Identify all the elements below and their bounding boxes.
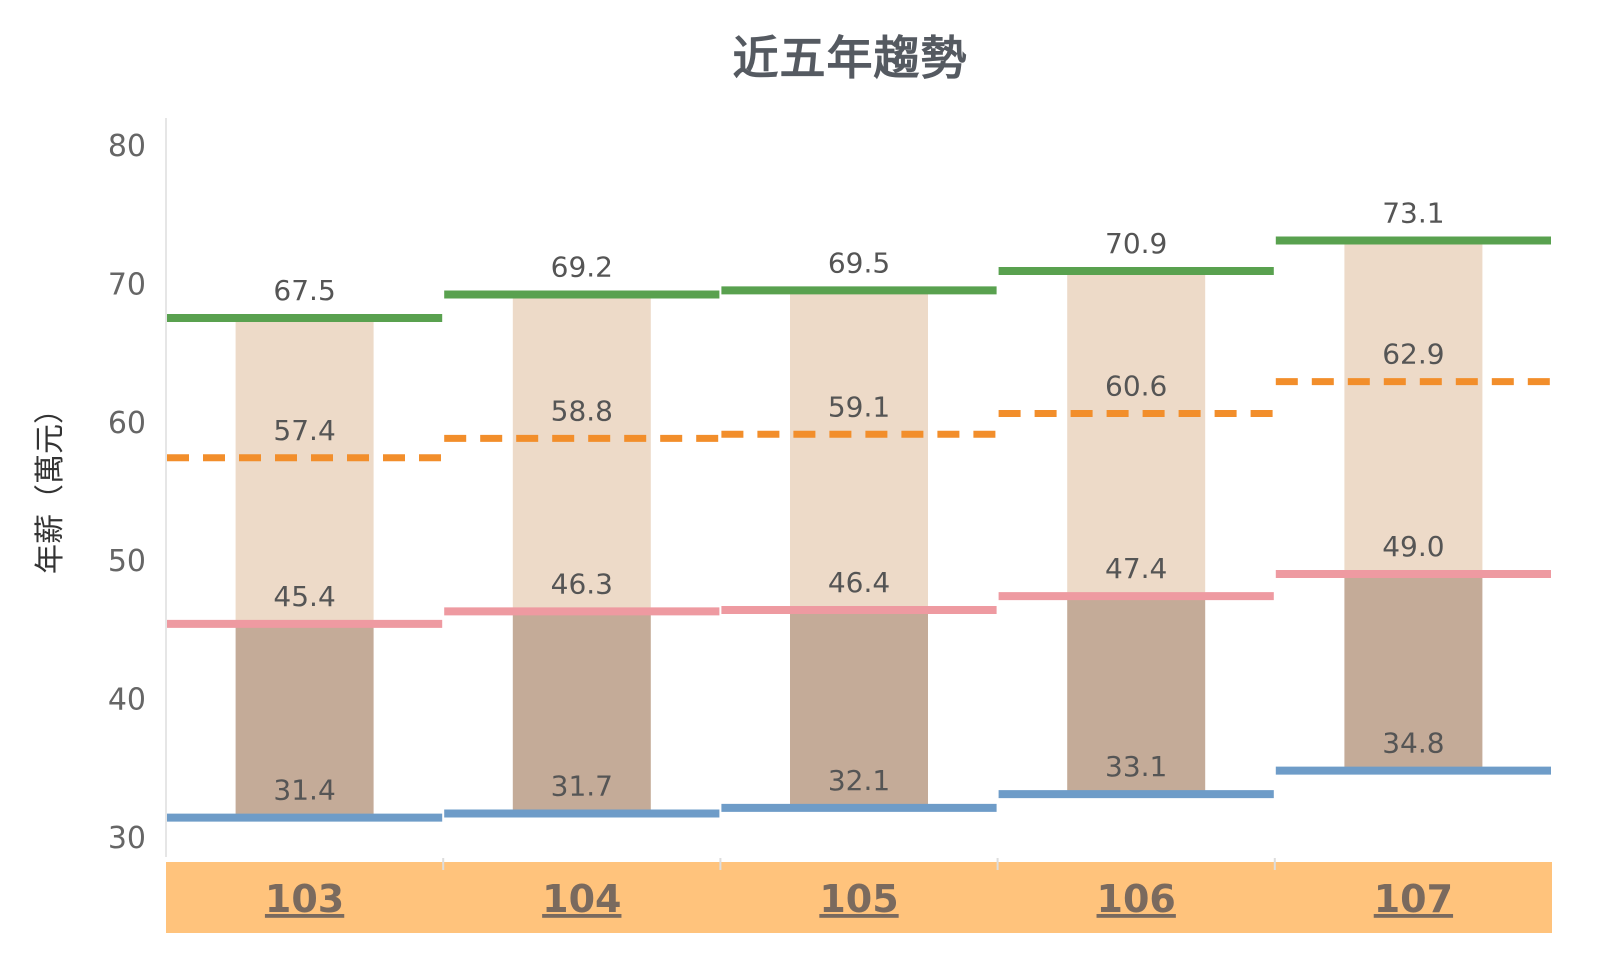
x-category-label: 106 <box>1097 877 1176 921</box>
upper-box <box>1344 240 1483 575</box>
y-tick-label: 30 <box>108 821 146 856</box>
low-value-label: 32.1 <box>828 764 890 797</box>
y-tick-label: 50 <box>108 544 146 579</box>
q1-value-label: 45.4 <box>273 580 335 613</box>
x-category-label: 105 <box>819 877 898 921</box>
q1-value-label: 46.4 <box>828 566 890 599</box>
chart-title: 近五年趨勢 <box>732 31 968 85</box>
upper-box <box>512 294 651 612</box>
low-value-label: 31.7 <box>551 769 613 802</box>
median-value-label: 60.6 <box>1105 369 1167 402</box>
median-value-label: 57.4 <box>273 414 335 447</box>
high-value-label: 67.5 <box>273 274 335 307</box>
low-value-label: 31.4 <box>273 774 335 807</box>
upper-box <box>235 318 374 624</box>
median-value-label: 62.9 <box>1382 338 1444 371</box>
high-value-label: 69.2 <box>551 250 613 283</box>
category-band <box>166 862 1552 933</box>
x-category-label: 107 <box>1374 877 1453 921</box>
median-value-label: 58.8 <box>551 394 613 427</box>
y-tick-label: 60 <box>108 406 146 441</box>
high-value-label: 69.5 <box>828 246 890 279</box>
y-tick-label: 80 <box>108 129 146 164</box>
low-value-label: 34.8 <box>1382 727 1444 760</box>
y-tick-label: 40 <box>108 683 146 718</box>
lower-box <box>512 611 651 814</box>
lower-box <box>1067 596 1206 795</box>
lower-box <box>235 623 374 818</box>
low-value-label: 33.1 <box>1105 750 1167 783</box>
high-value-label: 73.1 <box>1382 196 1444 229</box>
high-value-label: 70.9 <box>1105 227 1167 260</box>
lower-box <box>1344 574 1483 771</box>
q1-value-label: 49.0 <box>1382 530 1444 563</box>
q1-value-label: 46.3 <box>551 567 613 600</box>
median-value-label: 59.1 <box>828 390 890 423</box>
lower-box <box>790 610 928 808</box>
x-category-label: 103 <box>265 877 344 921</box>
x-category-label: 104 <box>542 877 621 921</box>
upper-box <box>790 290 928 611</box>
upper-box <box>1067 270 1206 597</box>
q1-value-label: 47.4 <box>1105 552 1167 585</box>
y-tick-label: 70 <box>108 267 146 302</box>
